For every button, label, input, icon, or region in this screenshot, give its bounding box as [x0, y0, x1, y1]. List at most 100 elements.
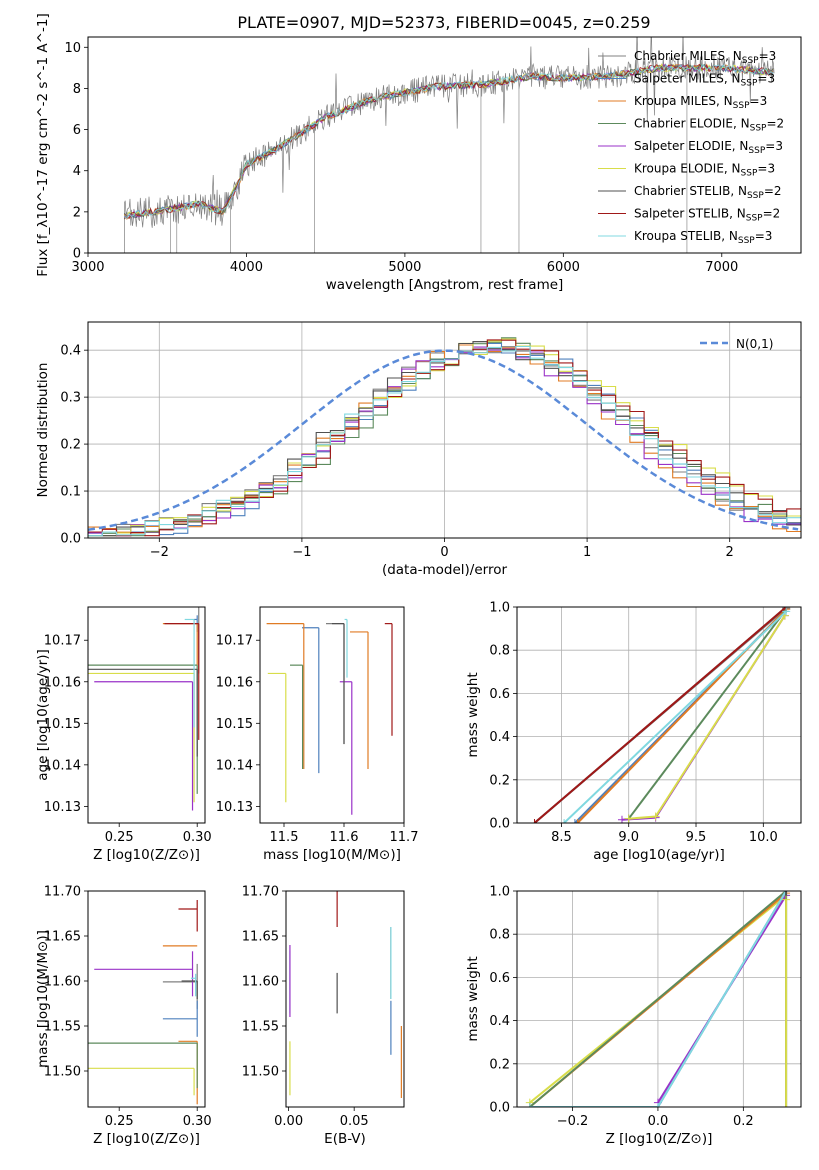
legend-label-text: Salpeter STELIB, N	[634, 207, 746, 221]
legend-label-gaussian: N(0,1)	[736, 337, 773, 351]
errorbar-salpeter-stelib	[178, 900, 198, 932]
y-tick-label: 10.16	[216, 675, 253, 690]
legend-label: Salpeter MILES, NSSP=3	[634, 72, 775, 89]
errorbar-salpeter-stelib	[384, 623, 393, 736]
errorbar-salpeter-elodie	[94, 681, 194, 811]
errorbar-chabrier-elodie	[88, 664, 198, 794]
plot-area-age-vs-Z	[88, 607, 200, 811]
errorbar-chabrier-elodie	[290, 664, 304, 769]
x-tick-label: 0.30	[183, 830, 212, 845]
x-tick-label: 9.5	[686, 830, 707, 845]
x-tick-label: 6000	[547, 260, 580, 275]
y-tick-label: 0	[73, 247, 81, 262]
y-tick-label: 11.55	[242, 1020, 279, 1035]
y-tick-label: 2	[73, 205, 81, 220]
x-tick-label: 0.2	[733, 1114, 754, 1129]
axes-frame	[259, 606, 405, 824]
y-tick-label: 0.0	[489, 817, 510, 832]
legend-label-sub: SSP	[747, 191, 764, 201]
legend-label: Salpeter STELIB, NSSP=2	[634, 207, 780, 224]
axes-age-vs-mass: 11.5 11.6 11.7 10.13 10.14 10.15 10.16 10.17 mas…	[216, 606, 418, 863]
x-tick-label: 0.30	[183, 1114, 212, 1129]
x-axis-label: E(B-V)	[324, 1131, 366, 1147]
axes-frame	[516, 890, 802, 1108]
x-axis-label: (data-model)/error	[382, 562, 508, 578]
legend-label-text: Kroupa MILES, N	[634, 94, 733, 108]
y-tick-label: 10.17	[44, 634, 81, 649]
legend-label: Chabrier STELIB, NSSP=2	[634, 184, 782, 201]
figure-title: PLATE=0907, MJD=52373, FIBERID=0045, z=0…	[237, 13, 650, 32]
legend-label-sub: SSP	[750, 124, 767, 134]
errorbar-kroupa-stelib	[184, 618, 195, 728]
axes-age-vs-Z: 0.25 0.30 10.13 10.14 10.15 10.16 10.17 Z [log1…	[35, 606, 212, 863]
y-axis-label: mass weight	[465, 956, 481, 1041]
plot-area-spectrum	[123, 37, 775, 253]
legend-label-value: =3	[759, 49, 777, 63]
y-tick-label: 10.16	[44, 675, 81, 690]
legend-label-sub: SSP	[741, 79, 758, 89]
x-tick-label: 11.5	[270, 830, 299, 845]
axes-mass-vs-EBV: 0.00 0.05 11.50 11.55 11.60 11.65 11.70 E(B-V)	[242, 885, 405, 1147]
x-tick-label: 3000	[71, 260, 104, 275]
y-tick-label: 11.55	[44, 1020, 81, 1035]
x-tick-label: 5000	[388, 260, 421, 275]
legend-label-sub: SSP	[748, 146, 765, 156]
weight-line-salpeter-stelib	[533, 607, 787, 823]
x-tick-label: 8.5	[551, 830, 572, 845]
axes-frame	[516, 606, 802, 824]
y-axis-label: Flux [f_λ10^-17 erg cm^-2 s^-1 A^-1]	[35, 13, 51, 276]
legend-label: Chabrier MILES, NSSP=3	[634, 49, 776, 66]
plot-area-mass-weight-vs-age	[517, 607, 801, 823]
plot-area-mass-vs-EBV	[289, 891, 402, 1098]
legend-label-sub: SSP	[746, 214, 763, 224]
model-line-kroupa-stelib	[124, 64, 774, 220]
errorbar-kroupa-elodie	[267, 672, 287, 803]
y-tick-label: 11.50	[44, 1065, 81, 1080]
y-tick-label: 10.14	[44, 758, 81, 773]
weight-marker	[570, 819, 579, 823]
legend-label-sub: SSP	[738, 236, 755, 246]
weight-line-kroupa-stelib	[563, 610, 787, 823]
x-tick-label: 1	[583, 545, 591, 560]
weight-marker	[782, 891, 791, 895]
errorbar-salpeter-miles	[302, 627, 320, 774]
y-axis-label: Normed distribution	[35, 363, 51, 498]
weight-marker	[653, 1103, 662, 1107]
legend-label-value: =3	[755, 229, 773, 243]
y-tick-label: 10	[64, 41, 81, 56]
y-tick-label: 0.1	[60, 485, 81, 500]
y-axis-label: age [log10(age/yr)]	[35, 649, 51, 781]
legend-label-text: Chabrier MILES, N	[634, 49, 742, 63]
axes-frame	[87, 36, 802, 254]
x-tick-label: 9.0	[618, 830, 639, 845]
x-tick-label: 4000	[230, 260, 263, 275]
legend-label-text: Kroupa STELIB, N	[634, 229, 738, 243]
y-tick-label: 0.4	[60, 344, 81, 359]
x-tick-label: −2	[150, 545, 169, 560]
weight-marker	[525, 1103, 534, 1107]
y-tick-label: 10.17	[216, 634, 253, 649]
x-tick-label: 11.6	[330, 830, 359, 845]
y-tick-label: 10.13	[44, 800, 81, 815]
x-axis-label: Z [log10(Z/Z⊙)]	[606, 1131, 713, 1147]
legend-label: Salpeter ELODIE, NSSP=3	[634, 139, 783, 156]
y-tick-label: 10.13	[216, 800, 253, 815]
axes-frame	[87, 606, 206, 824]
errorbar-salpeter-elodie	[339, 681, 353, 815]
y-tick-label: 11.60	[242, 975, 279, 990]
errorbar-chabrier-miles	[326, 623, 345, 745]
legend-label-sub: SSP	[742, 56, 759, 66]
axes-frame	[87, 321, 802, 539]
axes-frame	[87, 890, 206, 1108]
weight-marker	[782, 607, 791, 616]
legend-label-value: =3	[757, 162, 775, 176]
x-axis-label: Z [log10(Z/Z⊙)]	[93, 1131, 200, 1147]
plot-area-age-vs-mass	[266, 618, 393, 815]
x-tick-label: 0.25	[105, 1114, 134, 1129]
x-tick-label: −0.2	[557, 1114, 589, 1129]
errorbar-chabrier-stelib	[181, 980, 198, 999]
y-tick-label: 10.15	[44, 717, 81, 732]
plot-area-residuals	[88, 322, 801, 538]
